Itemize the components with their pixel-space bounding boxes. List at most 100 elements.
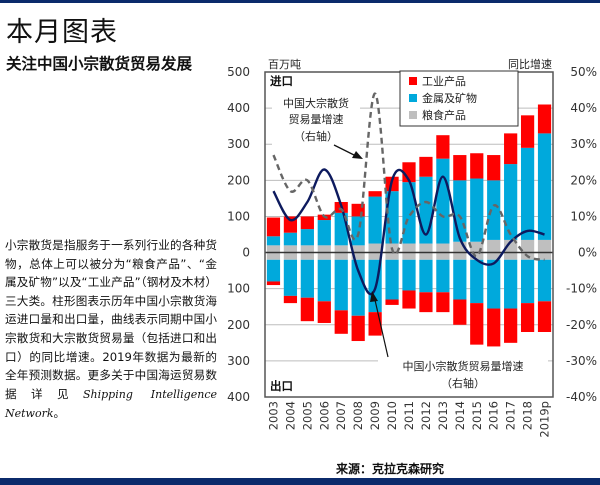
bar-import-grain [520, 239, 535, 253]
x-tick-label: 2019p [538, 401, 552, 438]
bar-import-industrial [419, 156, 433, 177]
bar-import-metals [504, 164, 518, 240]
bar-import-industrial [487, 155, 501, 181]
bar-export-grain [402, 252, 416, 260]
x-tick-label: 2006 [317, 401, 331, 430]
bar-export-industrial [385, 299, 399, 305]
bar-export-industrial [453, 299, 467, 325]
description-italic: Shipping Intelligence Network [5, 387, 217, 421]
legend-label-industrial: 工业产品 [422, 74, 466, 88]
left-tick-label: 100 [227, 282, 250, 296]
bar-export-industrial [487, 308, 501, 347]
x-tick-label: 2009 [368, 401, 382, 430]
right-tick-label: -40% [566, 390, 597, 404]
description-text: 小宗散货是指服务于一系列行业的各种货物，总体上可以被分为“粮食产品”、“金属及矿… [5, 236, 217, 424]
left-tick-label: 0 [242, 246, 250, 260]
bar-import-industrial [520, 115, 535, 148]
bar-import-metals [487, 180, 501, 240]
bar-import-grain [266, 245, 281, 253]
bar-import-metals [402, 182, 416, 244]
bar-import-metals [266, 236, 281, 246]
right-tick-label: 40% [570, 101, 597, 115]
bar-export-industrial [351, 315, 365, 342]
bar-import-metals [520, 147, 535, 240]
growth-lines [272, 92, 545, 296]
minor-bulk-growth-line [272, 168, 545, 296]
annotation-major: 中国大宗散货 贸易量增速 （右轴） [272, 95, 363, 159]
bar-import-metals [436, 158, 450, 244]
left-tick-label: 300 [227, 137, 250, 151]
annotation-minor-arrowhead [370, 291, 378, 302]
annotation-minor-line2: （右轴） [441, 376, 485, 390]
bar-export-industrial [419, 292, 433, 313]
bar-import-grain [470, 241, 484, 253]
left-tick-label: 200 [227, 173, 250, 187]
bar-export-metals [300, 259, 314, 298]
bar-export-grain [300, 252, 314, 260]
legend-swatch-metals [409, 94, 417, 102]
annotation-major-line2-text: 贸易量增速 [289, 112, 344, 126]
legend-label-metals: 金属及矿物 [422, 91, 477, 105]
x-axis-ticks: 2003 2004 2005 2006 2007 2008 2009 2010 2011 2012… [266, 401, 551, 438]
annotation-major-line1: 中国大宗散货 [283, 96, 349, 110]
bar-import-metals [537, 133, 552, 240]
export-label: 出口 [270, 379, 293, 393]
bar-export-industrial [334, 310, 348, 334]
bar-export-grain [368, 252, 382, 260]
bottom-banner-bar [0, 478, 600, 485]
bar-import-industrial [300, 216, 314, 230]
bar-import-grain [334, 245, 348, 253]
right-tick-label: 0% [578, 246, 597, 260]
bar-export-grain [317, 252, 331, 260]
bar-export-metals [487, 259, 501, 309]
bar-import-industrial [504, 133, 518, 165]
source-note: 来源：克拉克森研究 [336, 462, 445, 476]
bar-export-industrial [317, 301, 331, 323]
right-axis-unit: 同比增速 [508, 57, 552, 71]
annotation-minor-arrow [374, 299, 389, 358]
right-tick-label: 50% [570, 65, 597, 79]
bar-export-grain [453, 252, 467, 260]
right-tick-label: 30% [570, 137, 597, 151]
bar-import-grain [283, 245, 298, 253]
legend-swatch-grain [409, 111, 417, 119]
page-title: 本月图表 [6, 17, 118, 48]
right-tick-label: 10% [570, 209, 597, 223]
right-tick-label: -30% [566, 354, 597, 368]
bar-export-metals [351, 259, 365, 316]
x-tick-label: 2008 [351, 401, 365, 430]
bar-import-grain [419, 243, 433, 253]
x-tick-label: 2016 [487, 401, 501, 430]
bar-import-grain [504, 239, 518, 253]
bar-import-grain [487, 239, 501, 253]
bar-import-grain [453, 241, 467, 253]
description-body: 小宗散货是指服务于一系列行业的各种货物，总体上可以被分为“粮食产品”、“金属及矿… [5, 238, 217, 401]
bar-export-grain [385, 252, 399, 260]
left-axis-unit: 百万吨 [268, 58, 301, 71]
bar-import-grain [537, 239, 552, 253]
import-label: 进口 [270, 74, 293, 88]
bar-export-industrial [520, 303, 535, 332]
left-tick-label: 400 [227, 390, 250, 404]
bar-import-industrial [470, 153, 484, 179]
bar-import-metals [368, 196, 382, 244]
bar-import-metals [453, 180, 467, 242]
x-tick-label: 2003 [266, 401, 280, 430]
bar-import-metals [470, 178, 484, 242]
x-tick-label: 2017 [504, 401, 518, 430]
left-tick-label: 300 [227, 354, 250, 368]
left-axis-ticks: 500 400 300 200 100 0 100 200 300 400 [227, 65, 250, 404]
legend: 工业产品 金属及矿物 粮食产品 [399, 70, 519, 127]
annotation-major-arrowhead [352, 151, 363, 159]
annotation-major-line2: 贸易量增速 [289, 112, 344, 126]
legend-swatch-industrial [409, 77, 417, 85]
bar-export-industrial [300, 297, 314, 322]
bar-export-grain [351, 252, 365, 260]
bar-export-industrial [470, 303, 484, 345]
bar-export-industrial [504, 308, 518, 343]
bar-import-grain [300, 245, 314, 253]
x-tick-label: 2007 [334, 401, 348, 430]
bar-import-metals [283, 232, 298, 246]
annotation-minor-line1: 中国小宗散货贸易量增速 [403, 359, 524, 373]
bar-export-grain [419, 252, 433, 260]
